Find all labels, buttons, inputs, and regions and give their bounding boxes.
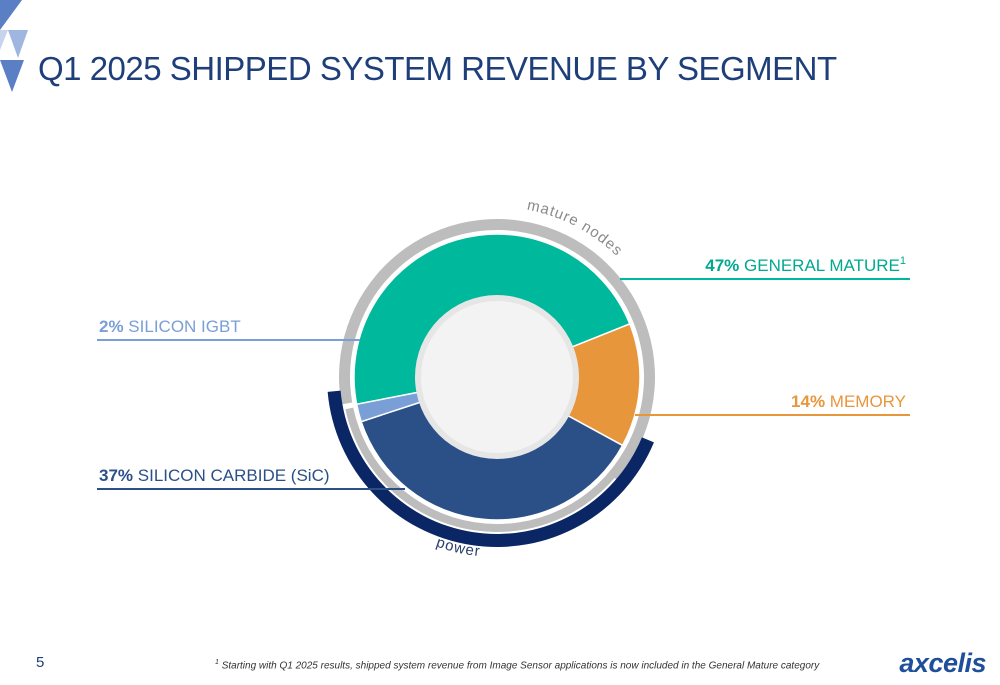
callout-name: SILICON CARBIDE (SiC) <box>133 466 329 485</box>
callout-pct: 37% <box>99 466 133 485</box>
axcelis-logo: axcelis <box>899 648 986 678</box>
donut-hole <box>421 301 573 453</box>
callout-pct: 2% <box>99 317 124 336</box>
page-number: 5 <box>36 654 45 671</box>
callout-superscript: 1 <box>900 255 906 267</box>
callout-name: SILICON IGBT <box>124 317 241 336</box>
callout-silicon-carbide-sic: 37% SILICON CARBIDE (SiC) <box>99 466 330 485</box>
footnote-marker: 1 <box>215 659 219 666</box>
callout-pct: 14% <box>791 392 825 411</box>
footnote: 1 Starting with Q1 2025 results, shipped… <box>215 659 819 671</box>
group-ring-power <box>327 390 654 548</box>
footnote-text: Starting with Q1 2025 results, shipped s… <box>221 660 820 672</box>
callout-pct: 47% <box>705 256 739 275</box>
corner-decoration <box>0 0 28 92</box>
callout-silicon-igbt: 2% SILICON IGBT <box>99 317 241 336</box>
power-inner-ring <box>345 407 632 532</box>
callout-name: MEMORY <box>825 392 906 411</box>
callout-name: GENERAL MATURE <box>739 256 900 275</box>
callout-general-mature: 47% GENERAL MATURE1 <box>705 255 906 275</box>
callout-memory: 14% MEMORY <box>791 392 906 411</box>
slide-title: Q1 2025 SHIPPED SYSTEM REVENUE BY SEGMEN… <box>38 50 837 87</box>
